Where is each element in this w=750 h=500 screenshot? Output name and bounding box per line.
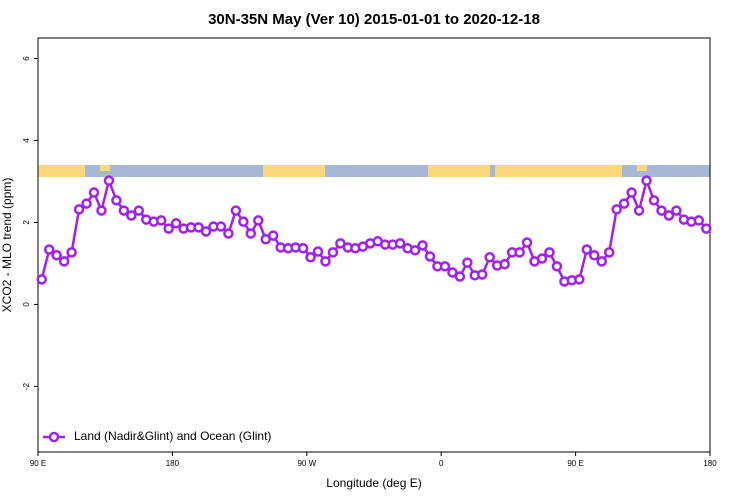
data-point xyxy=(618,198,630,209)
data-point xyxy=(230,205,242,216)
data-point xyxy=(663,210,675,221)
data-point xyxy=(335,238,346,249)
data-point xyxy=(245,228,257,239)
land xyxy=(263,165,325,177)
data-point xyxy=(96,205,107,216)
y-tick-label: -2 xyxy=(22,382,31,390)
data-point xyxy=(88,187,100,198)
data-point xyxy=(111,195,122,206)
legend-label: Land (Nadir&Glint) and Ocean (Glint) xyxy=(74,429,271,443)
data-point xyxy=(693,215,705,226)
x-tick-label: 180 xyxy=(703,459,717,468)
data-point xyxy=(43,244,55,255)
data-point xyxy=(454,271,466,282)
data-point xyxy=(521,237,533,248)
data-point xyxy=(66,247,77,258)
data-point xyxy=(297,243,309,254)
x-tick-label: 180 xyxy=(166,459,180,468)
data-point xyxy=(238,216,249,227)
data-point xyxy=(126,210,137,221)
data-point xyxy=(215,221,227,232)
x-tick-label: 0 xyxy=(439,459,444,468)
data-point xyxy=(58,256,70,267)
data-point xyxy=(320,256,331,267)
y-tick-label: 4 xyxy=(22,138,31,143)
data-point xyxy=(701,223,712,234)
x-tick-label: 90 E xyxy=(567,459,583,468)
data-point xyxy=(484,252,495,263)
data-point xyxy=(656,205,667,216)
land-ocean-strip xyxy=(38,165,710,177)
data-point xyxy=(327,247,339,258)
data-point xyxy=(223,228,234,239)
data-point xyxy=(103,175,115,186)
data-point xyxy=(447,267,458,278)
land xyxy=(100,165,110,171)
data-point xyxy=(133,205,145,216)
data-point xyxy=(155,215,167,226)
data-point xyxy=(193,222,204,233)
data-point xyxy=(671,205,682,216)
data-point xyxy=(305,252,316,263)
data-point xyxy=(439,261,451,272)
land xyxy=(637,165,647,171)
y-tick-label: 6 xyxy=(22,56,31,61)
data-point xyxy=(544,247,555,258)
data-point xyxy=(81,198,92,209)
chart-title: 30N-35N May (Ver 10) 2015-01-01 to 2020-… xyxy=(208,11,540,28)
data-point xyxy=(641,175,652,186)
y-tick-label: 2 xyxy=(22,220,31,225)
data-point xyxy=(499,259,510,270)
data-point xyxy=(36,274,47,285)
data-point xyxy=(589,249,600,261)
data-point xyxy=(200,226,212,237)
land xyxy=(38,165,85,177)
data-point xyxy=(267,230,279,241)
data-point xyxy=(118,205,130,216)
x-tick-label: 90 W xyxy=(297,459,316,468)
data-point xyxy=(574,274,585,285)
data-point xyxy=(514,247,525,258)
land xyxy=(495,165,622,177)
y-axis-label: XCO2 - MLO trend (ppm) xyxy=(0,178,14,313)
data-point xyxy=(73,204,85,215)
land xyxy=(428,165,490,177)
data-point xyxy=(170,218,182,229)
data-point xyxy=(648,195,660,206)
data-point xyxy=(536,253,548,264)
data-point xyxy=(633,205,645,216)
x-tick-label: 90 E xyxy=(30,459,46,468)
data-point xyxy=(551,261,563,272)
data-point xyxy=(462,257,473,268)
data-point xyxy=(51,249,62,261)
series-line xyxy=(40,176,708,283)
data-point xyxy=(312,246,324,257)
data-point xyxy=(603,247,615,258)
data-point xyxy=(424,251,436,262)
data-point xyxy=(417,240,428,251)
data-point xyxy=(611,204,622,215)
legend-marker xyxy=(48,431,60,443)
data-point xyxy=(409,245,421,256)
data-point xyxy=(163,223,174,234)
data-point xyxy=(394,238,406,249)
y-tick-label: 0 xyxy=(22,302,31,307)
data-point xyxy=(581,244,593,255)
data-point xyxy=(626,187,637,198)
data-point xyxy=(253,215,264,226)
x-axis-label: Longitude (deg E) xyxy=(326,476,421,490)
plot-frame xyxy=(37,37,711,453)
data-point xyxy=(596,256,607,267)
data-point xyxy=(477,269,488,280)
